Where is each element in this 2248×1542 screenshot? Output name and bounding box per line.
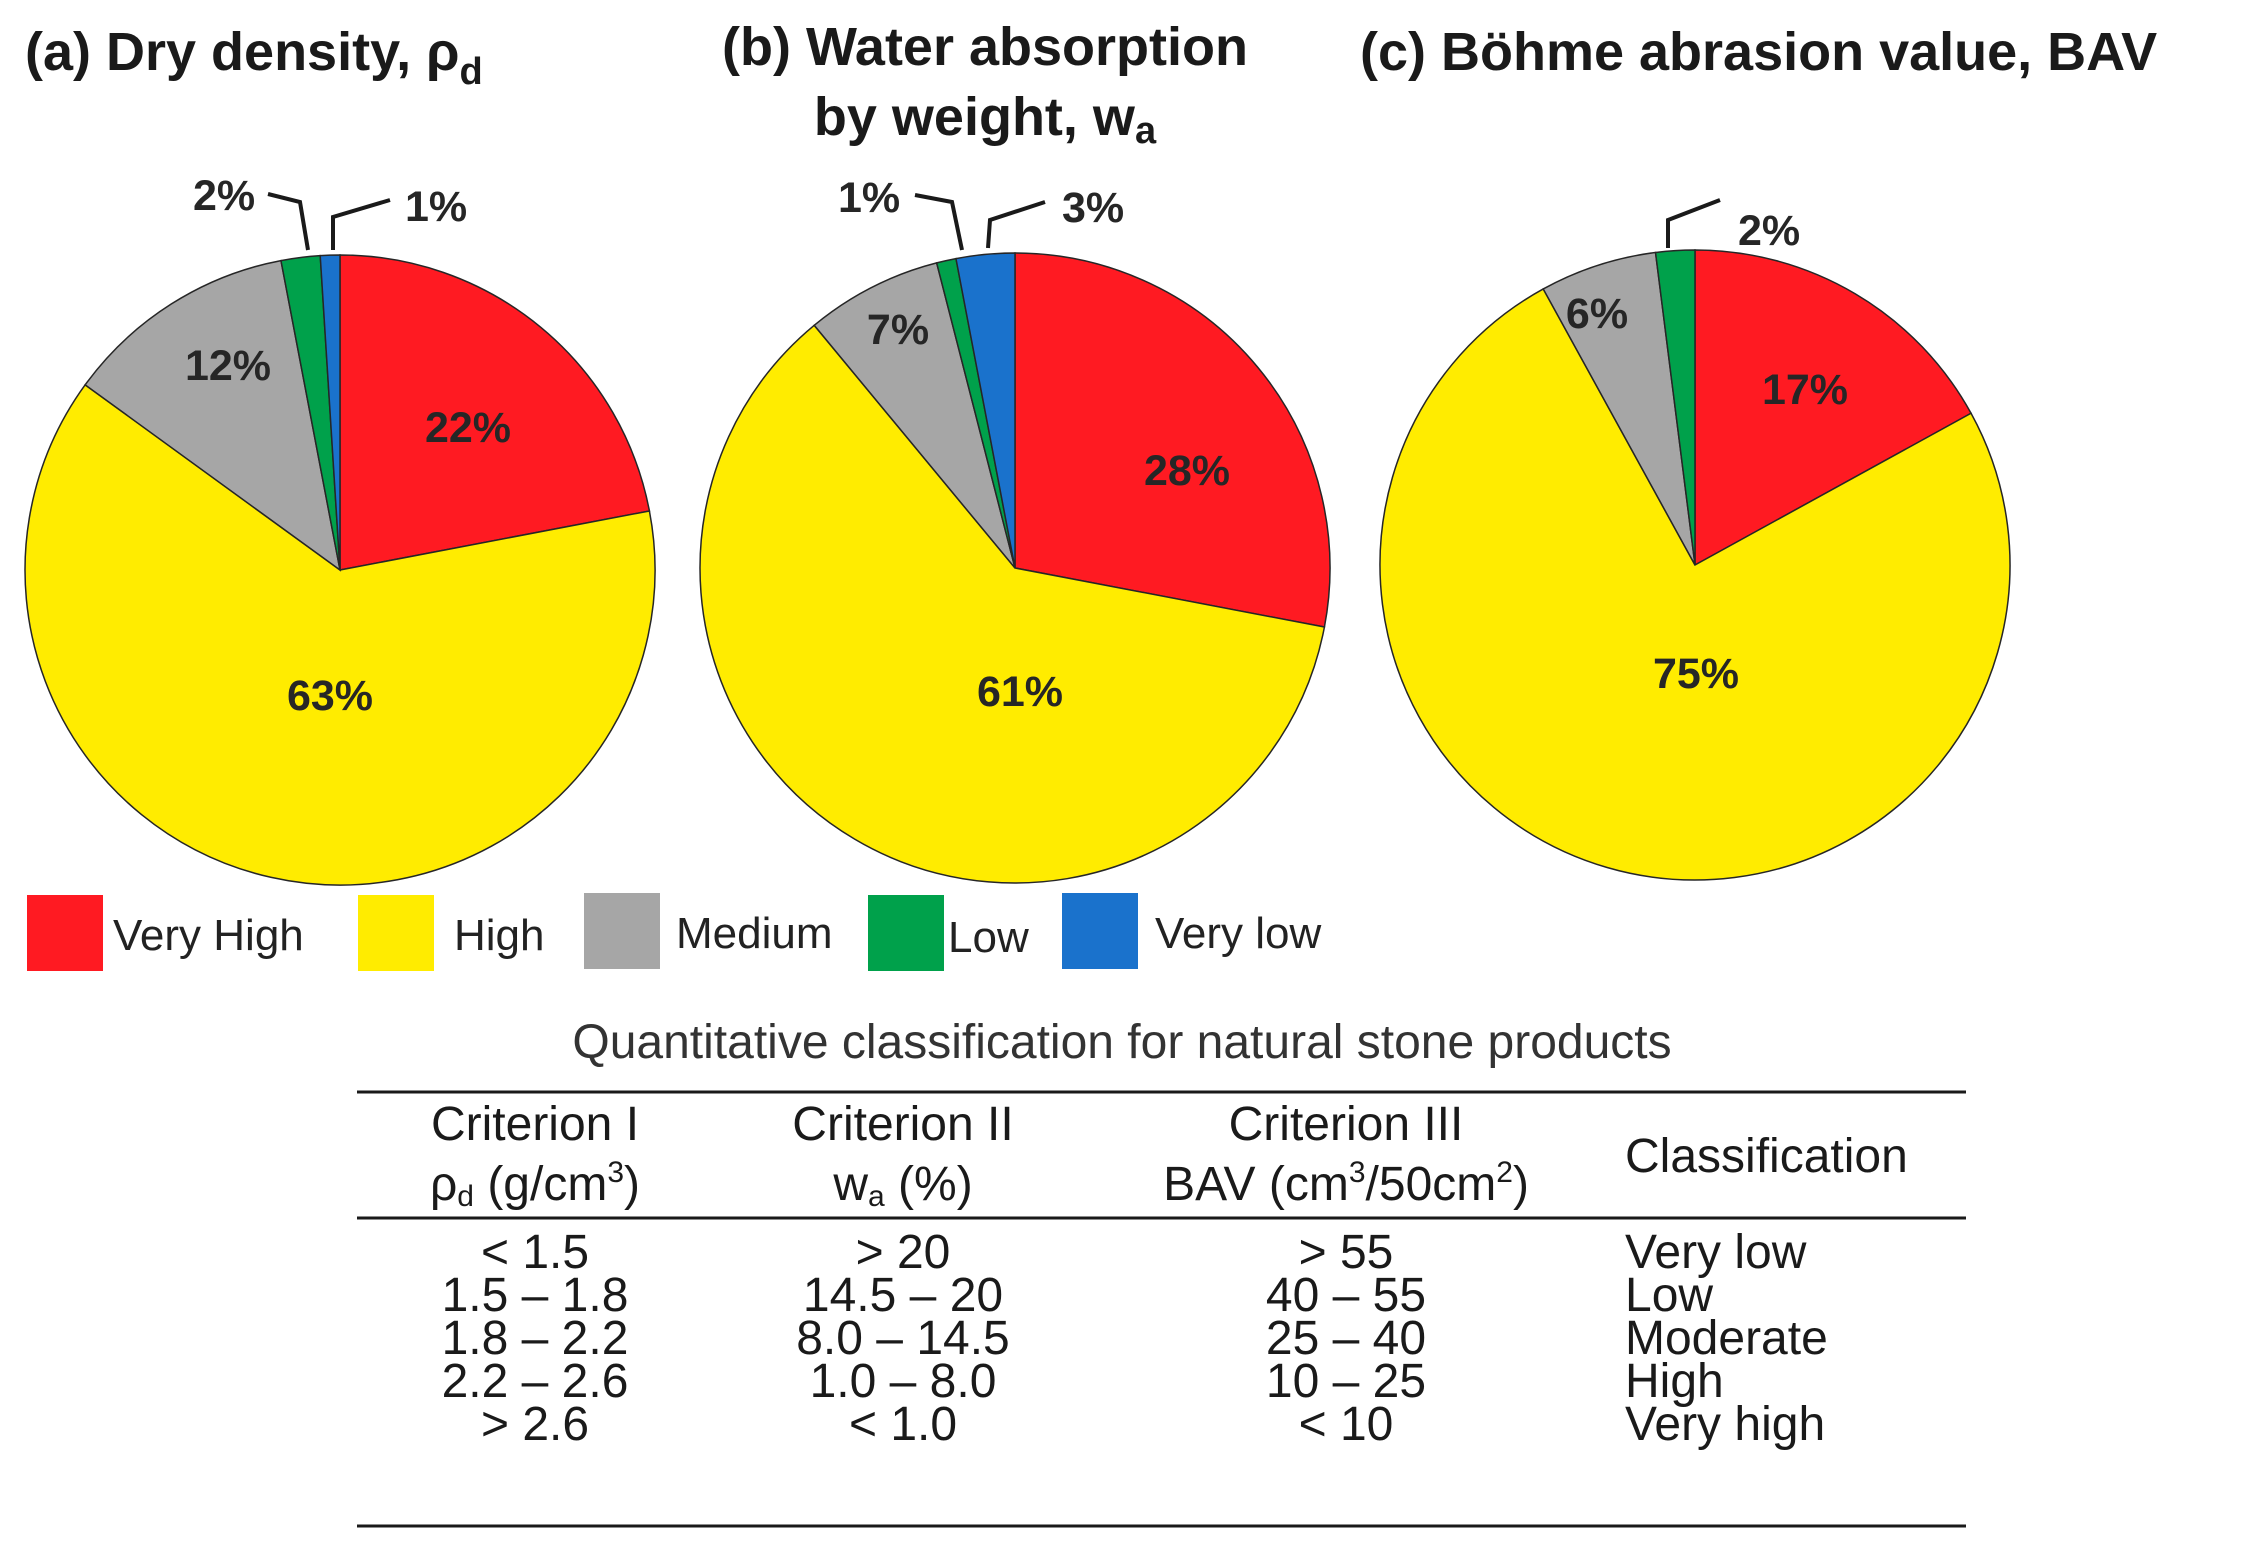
pie-a-label-high: 63% (287, 672, 373, 720)
table-cell-classification: Very low (1625, 1226, 1807, 1279)
table-cell-classification: Moderate (1625, 1312, 1828, 1365)
pie-a-label-medium: 12% (185, 342, 271, 390)
table-body: < 1.5 > 20 > 55 Very low 1.5 – 1.8 14.5 – 20 4… (442, 1226, 1828, 1451)
table-cell-c3: 25 – 40 (1266, 1312, 1426, 1365)
pie-a-slice-high (24, 383, 656, 886)
pie-b-title-line2: by weight, wa (814, 87, 1157, 152)
pie-a-leader-low (267, 192, 310, 251)
legend-swatch-very-low (1062, 893, 1138, 969)
pie-b-label-very-high: 28% (1144, 447, 1230, 495)
table-cell-classification: High (1625, 1355, 1724, 1408)
pie-b-slice-very-low (955, 252, 1016, 569)
pie-chart-a (24, 254, 656, 886)
table-cell-c2: 14.5 – 20 (803, 1269, 1003, 1322)
pie-c-slice-low (1654, 249, 1696, 566)
pie-a-label-very-low: 1% (405, 183, 467, 231)
pie-c-leader-low (1666, 198, 1721, 248)
pie-c-slice-medium (1542, 251, 1696, 566)
pie-c-title: (c) Böhme abrasion value, BAV (1360, 22, 2157, 82)
table-cell-c3: 10 – 25 (1266, 1355, 1426, 1408)
pie-a-slice-medium (84, 259, 342, 572)
table-caption: Quantitative classification for natural … (572, 1016, 1671, 1069)
pie-b-slice-very-high (1014, 252, 1331, 628)
table-header-criterion-3-unit: BAV (cm3/50cm2) (1163, 1156, 1529, 1211)
table-cell-c3: > 55 (1299, 1226, 1394, 1279)
legend-label-low: Low (948, 913, 1029, 962)
pie-a-leader-very-low (331, 198, 391, 250)
pie-c-label-high: 75% (1653, 650, 1739, 698)
table-cell-c2: > 20 (856, 1226, 951, 1279)
pie-chart-b (699, 252, 1331, 884)
table-cell-classification: Very high (1625, 1398, 1825, 1451)
pie-b-slice-high (699, 324, 1326, 884)
pie-b-label-medium: 7% (867, 306, 929, 354)
legend-label-high: High (454, 911, 545, 960)
table-header-criterion-1: Criterion I (431, 1098, 639, 1151)
table-cell-c1: > 2.6 (481, 1398, 589, 1451)
pie-b-leader-low (914, 193, 964, 251)
pie-a-label-low: 2% (193, 172, 255, 220)
pie-b-leader-very-low (986, 200, 1046, 249)
table-header-classification: Classification (1625, 1130, 1908, 1183)
table-header-criterion-1-unit: ρd (g/cm3) (430, 1156, 640, 1213)
legend-swatch-high (358, 895, 434, 971)
table-cell-c2: < 1.0 (849, 1398, 957, 1451)
table-header-criterion-3: Criterion III (1229, 1098, 1464, 1151)
pie-chart-c (1379, 249, 2011, 881)
legend-swatch-medium (584, 893, 660, 969)
table-cell-classification: Low (1625, 1269, 1713, 1322)
table-cell-c2: 1.0 – 8.0 (810, 1355, 997, 1408)
pie-c-label-low: 2% (1738, 207, 1800, 255)
table-cell-c1: 2.2 – 2.6 (442, 1355, 629, 1408)
pie-a-slice-very-high (339, 254, 651, 571)
table-header-criterion-2-unit: wa (%) (832, 1158, 972, 1213)
pie-b-title: (b) Water absorption (722, 17, 1248, 77)
pie-b-label-very-low: 3% (1062, 184, 1124, 232)
legend-label-very-high: Very High (113, 911, 304, 960)
pie-a-slice-very-low (319, 254, 341, 571)
pie-c-label-very-high: 17% (1762, 366, 1848, 414)
pie-b-slice-medium (813, 261, 1016, 569)
table-cell-c2: 8.0 – 14.5 (796, 1312, 1010, 1365)
table-cell-c3: < 10 (1299, 1398, 1394, 1451)
pie-a-label-very-high: 22% (425, 404, 511, 452)
pie-c-label-medium: 6% (1566, 290, 1628, 338)
pie-c-slice-very-high (1694, 249, 1973, 567)
table-cell-c1: 1.5 – 1.8 (442, 1269, 629, 1322)
legend-swatch-low (868, 895, 944, 971)
pie-b-label-low: 1% (838, 174, 900, 222)
legend-label-very-low: Very low (1155, 909, 1322, 958)
table-cell-c3: 40 – 55 (1266, 1269, 1426, 1322)
table-cell-c1: 1.8 – 2.2 (442, 1312, 629, 1365)
table-cell-c1: < 1.5 (481, 1226, 589, 1279)
pie-c-slice-high (1379, 287, 2011, 881)
pie-a-title: (a) Dry density, ρd (25, 22, 483, 93)
legend-swatch-very-high (27, 895, 103, 971)
legend-label-medium: Medium (676, 909, 833, 958)
pie-b-label-high: 61% (977, 668, 1063, 716)
table-header-criterion-2: Criterion II (792, 1098, 1013, 1151)
